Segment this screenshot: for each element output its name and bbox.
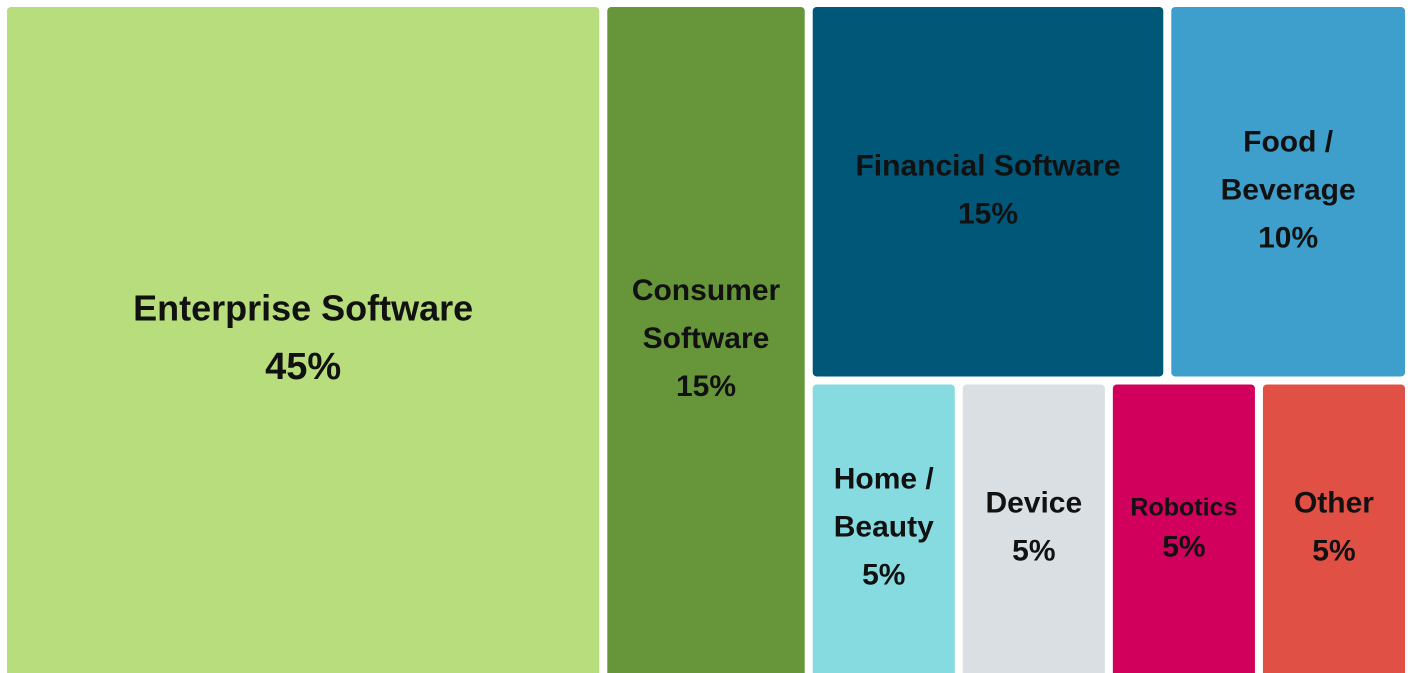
cell-value-label: 5% xyxy=(862,559,905,592)
cell-value-label: 10% xyxy=(1258,222,1318,255)
treemap-cell xyxy=(1171,7,1405,377)
treemap-cell xyxy=(607,7,805,673)
cell-value-label: 15% xyxy=(958,198,1018,231)
cell-value-label: 5% xyxy=(1162,531,1205,564)
cell-label: Other xyxy=(1294,487,1374,520)
treemap-cell xyxy=(7,7,600,673)
cell-label: Enterprise Software xyxy=(133,288,473,329)
cell-label: Device xyxy=(985,487,1082,520)
treemap-cell xyxy=(812,384,955,673)
treemap-cell xyxy=(812,7,1164,377)
cell-value-label: 5% xyxy=(1012,535,1055,568)
cell-value-label: 45% xyxy=(265,346,341,388)
cell-label: Food / Beverage xyxy=(1221,126,1356,207)
cell-label: Home / Beauty xyxy=(834,463,935,544)
cell-label: Financial Software xyxy=(855,150,1120,183)
cell-value-label: 5% xyxy=(1312,535,1355,568)
treemap-cell xyxy=(1112,384,1255,673)
treemap-cell xyxy=(1262,384,1405,673)
cell-label: Consumer Software xyxy=(632,274,781,355)
treemap-cell xyxy=(962,384,1105,673)
cell-value-label: 15% xyxy=(676,370,736,403)
cell-label: Robotics xyxy=(1130,493,1237,521)
